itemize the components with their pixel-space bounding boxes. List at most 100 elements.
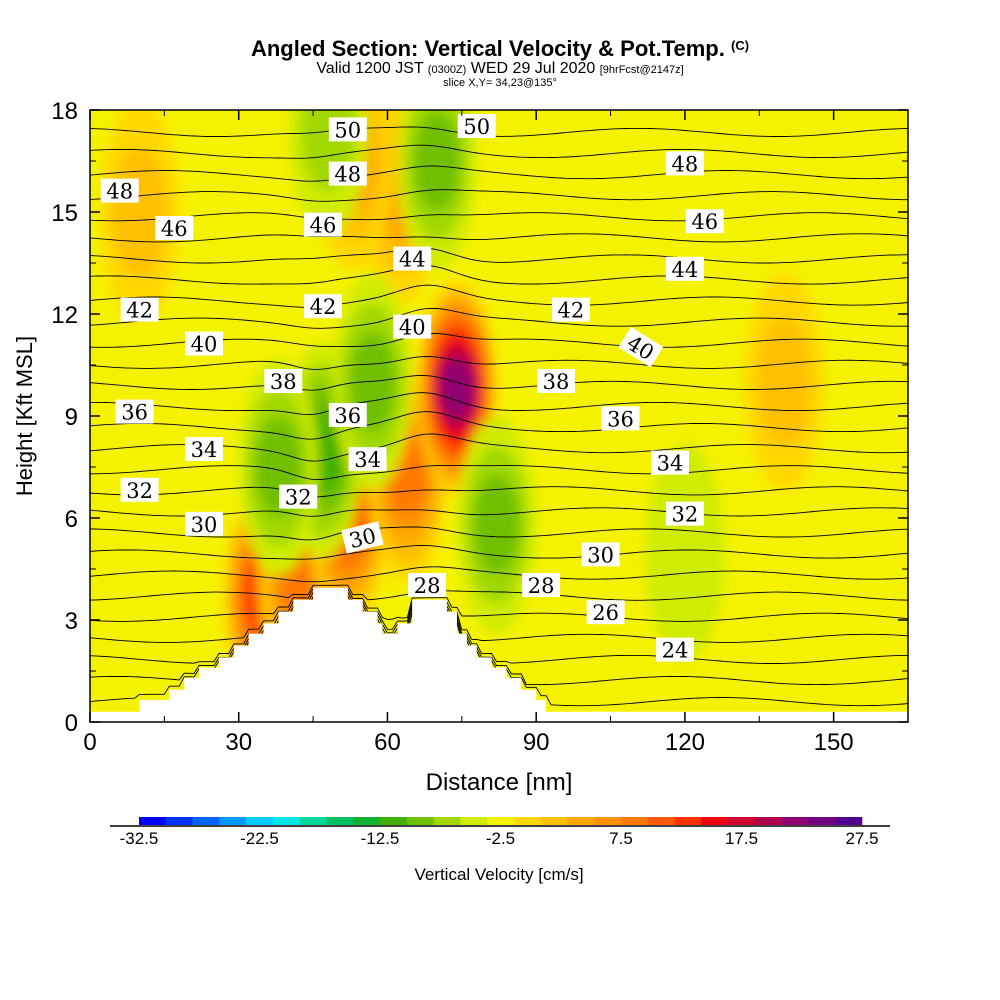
colorbar-swatch bbox=[513, 817, 541, 825]
contour-label-bg bbox=[304, 294, 342, 319]
contour-label-text: 36 bbox=[607, 407, 634, 431]
contour-label-text: 46 bbox=[691, 210, 718, 234]
contour-label-bg bbox=[328, 161, 367, 186]
theta-contour-line bbox=[90, 464, 908, 481]
theta-contour-line bbox=[90, 591, 908, 643]
x-tick-label: 0 bbox=[83, 729, 96, 756]
colorbar-swatch bbox=[540, 817, 568, 825]
contour-label: 32 bbox=[120, 477, 159, 503]
theta-contour-line bbox=[90, 284, 908, 308]
contour-label: 34 bbox=[348, 447, 387, 472]
theta-contour-line bbox=[90, 264, 908, 285]
theta-contour-line bbox=[90, 566, 908, 583]
terrain bbox=[90, 587, 908, 722]
contour-label-bg bbox=[586, 600, 625, 625]
contour-label-bg bbox=[393, 246, 432, 271]
theta-contour-line bbox=[90, 165, 908, 182]
contour-label-bg bbox=[120, 477, 159, 502]
valid-utc: (0300Z) bbox=[427, 64, 467, 76]
valid-date: WED 29 Jul 2020 bbox=[470, 60, 596, 77]
contour-label: 46 bbox=[304, 212, 342, 238]
contour-label-bg bbox=[522, 573, 561, 597]
colorbar-tick-label: 7.5 bbox=[609, 829, 633, 848]
contour-label-text: 42 bbox=[558, 299, 585, 323]
theta-contour-line bbox=[90, 392, 908, 416]
contour-label: 30 bbox=[581, 542, 620, 567]
x-tick-label: 120 bbox=[665, 729, 705, 756]
theta-contour-line bbox=[90, 247, 908, 264]
theta-contour-line bbox=[90, 233, 908, 243]
contour-label-text: 28 bbox=[528, 574, 555, 598]
contour-label-bg bbox=[665, 256, 704, 281]
velocity-cell-15-1 bbox=[645, 443, 725, 661]
theta-contour-line bbox=[90, 189, 908, 202]
colorbar-tick-label: 17.5 bbox=[725, 829, 758, 848]
theta-contour-line bbox=[90, 332, 908, 348]
contour-label: 36 bbox=[601, 406, 640, 431]
contour-label-bg bbox=[185, 511, 223, 536]
colorbar-swatch bbox=[647, 817, 675, 825]
velocity-cell-7-2 bbox=[112, 147, 167, 277]
velocity-cell-14-3 bbox=[473, 474, 520, 575]
contour-label-text: 46 bbox=[310, 214, 337, 238]
colorbar-swatch bbox=[567, 817, 595, 825]
y-tick-label: 0 bbox=[65, 710, 78, 737]
contour-label: 28 bbox=[408, 573, 447, 598]
contour-label: 24 bbox=[656, 637, 694, 663]
contour-label-bg bbox=[264, 369, 303, 393]
contour-label-text: 30 bbox=[587, 543, 614, 567]
contour-label-text: 42 bbox=[126, 299, 153, 323]
contour-label-text: 34 bbox=[354, 448, 381, 472]
colorbar-swatch bbox=[754, 817, 782, 825]
contour-label-bg bbox=[304, 212, 342, 237]
contour-label-bg bbox=[120, 297, 159, 322]
valid-time: Valid 1200 JST bbox=[316, 60, 424, 77]
colorbar-tick-label: -32.5 bbox=[120, 829, 159, 848]
contour-label-bg bbox=[651, 450, 689, 475]
contour-label-text: 32 bbox=[285, 486, 312, 510]
contour-label-text: 48 bbox=[106, 180, 133, 204]
velocity-cell-4-11 bbox=[439, 360, 474, 418]
chart-subtitle: Valid 1200 JST (0300Z) WED 29 Jul 2020 [… bbox=[0, 60, 1000, 78]
contour-label-bg bbox=[115, 399, 154, 424]
colorbar-swatch bbox=[594, 817, 622, 825]
contour-label-bg bbox=[457, 114, 496, 138]
contour-label-bg bbox=[665, 151, 704, 176]
contour-label: 50 bbox=[328, 117, 367, 142]
y-tick-label: 12 bbox=[51, 302, 78, 329]
contour-label-text: 50 bbox=[463, 115, 490, 139]
colorbar-swatch bbox=[487, 817, 515, 825]
contour-label-text: 50 bbox=[334, 118, 361, 142]
contour-label-text: 38 bbox=[543, 370, 570, 394]
contour-label: 38 bbox=[537, 369, 575, 394]
contour-label: 38 bbox=[264, 369, 303, 394]
theta-contour-line bbox=[90, 212, 908, 222]
contour-label: 42 bbox=[304, 294, 342, 319]
contour-label: 36 bbox=[328, 403, 367, 428]
theta-contour-line bbox=[90, 486, 908, 498]
contour-label-text: 40 bbox=[399, 316, 426, 340]
contour-label-bg bbox=[601, 406, 640, 431]
contour-label: 46 bbox=[685, 209, 724, 234]
theta-contours bbox=[90, 126, 908, 707]
colorbar-swatch bbox=[728, 817, 756, 825]
contour-label-text: 26 bbox=[592, 601, 619, 625]
theta-contour-line bbox=[90, 433, 908, 462]
contour-label: 48 bbox=[100, 178, 139, 204]
contour-label: 42 bbox=[120, 297, 159, 323]
contour-label-bg bbox=[537, 369, 575, 393]
contour-label-text: 30 bbox=[191, 513, 218, 537]
colorbar-swatch bbox=[219, 817, 247, 825]
contour-label-bg bbox=[685, 209, 724, 234]
colorbar-swatch bbox=[835, 817, 863, 825]
colorbar-swatch bbox=[380, 817, 408, 825]
theta-contour-line bbox=[90, 545, 908, 560]
colorbar-swatch bbox=[808, 817, 836, 825]
theta-contour-line bbox=[90, 307, 908, 329]
colorbar-swatch bbox=[621, 817, 649, 825]
contour-label-bg bbox=[155, 216, 194, 240]
forecast-info: [9hrFcst@2147z] bbox=[599, 64, 684, 76]
contour-label-text: 38 bbox=[270, 370, 297, 394]
